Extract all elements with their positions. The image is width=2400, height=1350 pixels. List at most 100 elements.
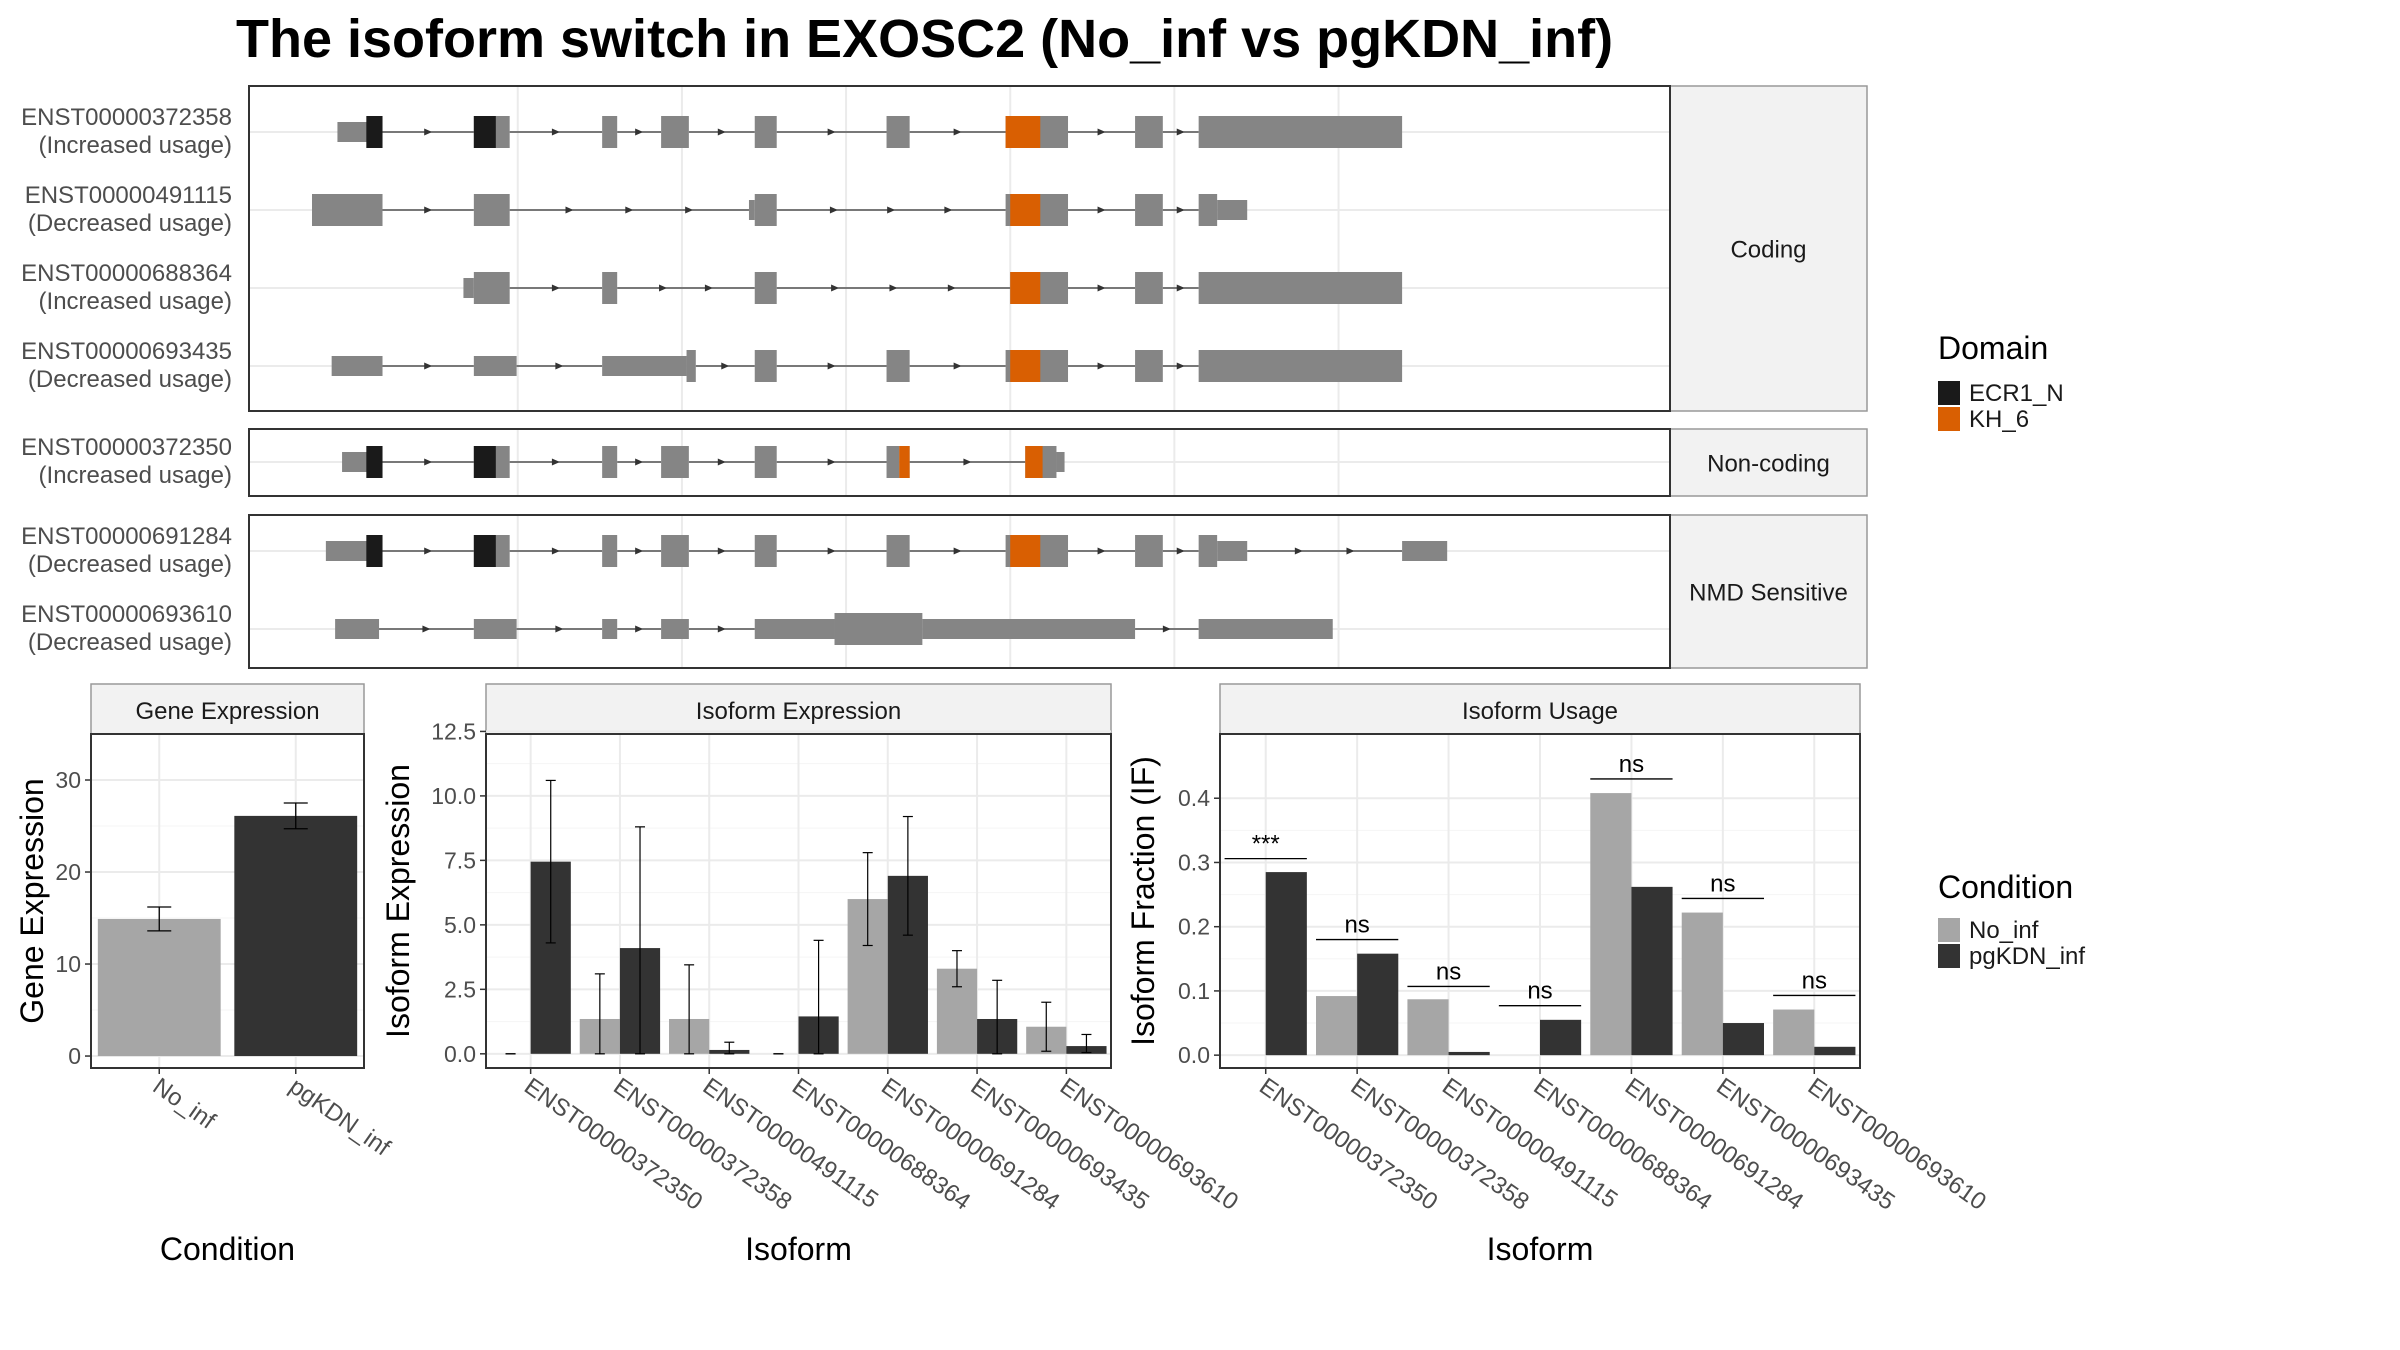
bar [97, 918, 221, 1057]
legend-label: No_inf [1969, 917, 2039, 944]
intron-arrow [555, 362, 564, 370]
intron-arrow [827, 128, 836, 136]
exon [661, 535, 689, 567]
exon [754, 350, 777, 382]
chart-title-strip [90, 683, 365, 735]
y-tick-label: 2.5 [444, 976, 476, 1002]
y-tick-label: 0.3 [1178, 849, 1210, 875]
y-tick-label: 0.4 [1178, 785, 1210, 811]
intron-arrow [1176, 284, 1185, 292]
intron-arrow [1097, 547, 1106, 555]
isoform-usage-label: (Increased usage) [39, 462, 232, 489]
intron-arrow [424, 128, 433, 136]
exon [342, 452, 368, 472]
y-axis-label: Isoform Expression [380, 764, 416, 1038]
bar-No_inf [1773, 1009, 1815, 1056]
exon [922, 619, 1136, 639]
exon [602, 619, 618, 639]
intron-arrow [717, 625, 726, 633]
isoform-id-label: ENST00000693435 [21, 338, 232, 365]
chart-title: Gene Expression [135, 698, 319, 725]
exon [1056, 452, 1065, 472]
exon [1217, 200, 1248, 220]
domain-KH_6 [1010, 350, 1041, 382]
exon [661, 116, 689, 148]
bar-No_inf [1316, 996, 1358, 1056]
intron-arrow [625, 206, 634, 214]
exon [754, 535, 777, 567]
exon [661, 446, 689, 478]
bar-No_inf [1681, 912, 1723, 1056]
domain-ECR1_N [473, 116, 496, 148]
isoform-id-label: ENST00000691284 [21, 523, 232, 550]
legend-label: ECR1_N [1969, 380, 2064, 407]
exon [1402, 541, 1448, 561]
y-tick-label: 10 [55, 951, 81, 977]
isoform-usage-label: (Decreased usage) [28, 210, 232, 237]
exon [602, 446, 618, 478]
exon [312, 194, 383, 226]
legend-label: pgKDN_inf [1969, 943, 2085, 970]
domain-KH_6 [899, 446, 910, 478]
intron-arrow [635, 547, 644, 555]
domain-KH_6 [1010, 272, 1041, 304]
structure-panel-border [248, 428, 1671, 497]
isoform-id-label: ENST00000491115 [25, 182, 232, 209]
domain-ECR1_N [473, 535, 496, 567]
exon [886, 446, 900, 478]
y-tick-label: 0.0 [444, 1041, 476, 1067]
exon [473, 194, 510, 226]
intron-arrow [424, 362, 433, 370]
exon [602, 535, 618, 567]
isoform-usage-label: (Decreased usage) [28, 629, 232, 656]
intron-arrow [829, 206, 838, 214]
isoform-usage-label: (Increased usage) [39, 132, 232, 159]
legend-key [1938, 381, 1960, 405]
exon [473, 272, 510, 304]
bar-No_inf [1407, 999, 1449, 1056]
intron-arrow [551, 547, 560, 555]
intron-arrow [1176, 362, 1185, 370]
intron-arrow [1176, 128, 1185, 136]
chart-title-strip [485, 683, 1112, 735]
y-tick-label: 30 [55, 767, 81, 793]
intron-arrow [685, 206, 694, 214]
structure-panel-bg [249, 86, 1670, 411]
exon [337, 122, 368, 142]
chart-title-strip [1219, 683, 1861, 735]
legend-key [1938, 944, 1960, 968]
y-tick-label: 12.5 [431, 718, 476, 744]
domain-KH_6 [1010, 535, 1041, 567]
intron-arrow [635, 128, 644, 136]
domain-KH_6 [1010, 194, 1041, 226]
exon [1198, 350, 1403, 382]
exon [1198, 535, 1218, 567]
legend-title: Domain [1938, 330, 2048, 366]
intron-arrow [1294, 547, 1303, 555]
bar-No_inf [1590, 793, 1632, 1056]
intron-arrow [889, 284, 898, 292]
bar-pgKDN_inf [1448, 1051, 1490, 1056]
exon [473, 356, 517, 376]
intron-arrow [659, 284, 668, 292]
intron-arrow [551, 128, 560, 136]
isoform-id-label: ENST00000372358 [21, 104, 232, 131]
exon [686, 350, 696, 382]
intron-arrow [1097, 206, 1106, 214]
intron-arrow [1162, 625, 1171, 633]
facet-strip [1669, 85, 1868, 412]
exon [473, 619, 517, 639]
plot-border [90, 733, 365, 1069]
intron-arrow [717, 547, 726, 555]
exon [754, 116, 777, 148]
exon [1135, 116, 1163, 148]
exon [1198, 619, 1333, 639]
isoform-id-label: ENST00000693610 [21, 601, 232, 628]
bar-pgKDN_inf [1631, 886, 1673, 1056]
intron-arrow [827, 458, 836, 466]
exon [1198, 116, 1403, 148]
isoform-usage-label: (Decreased usage) [28, 366, 232, 393]
domain-ECR1_N [366, 535, 383, 567]
